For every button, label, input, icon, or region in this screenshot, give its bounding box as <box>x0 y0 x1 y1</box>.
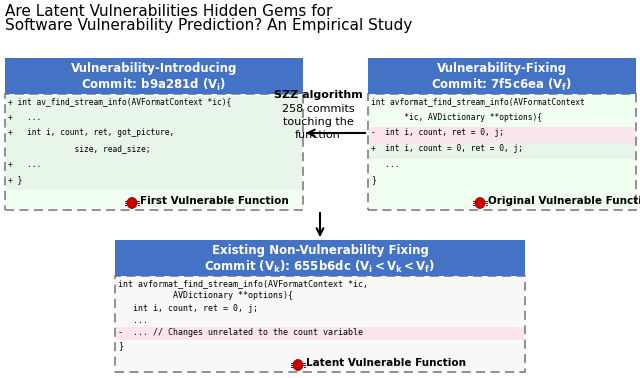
Text: Commit: 7f5c6ea ($\mathbf{V_f}$): Commit: 7f5c6ea ($\mathbf{V_f}$) <box>431 77 573 93</box>
Text: int avformat_find_stream_info(AVFormatContext: int avformat_find_stream_info(AVFormatCo… <box>371 97 585 106</box>
Text: ...: ... <box>118 316 148 325</box>
Text: }: } <box>371 175 376 184</box>
Text: *ic, AVDictionary **options){: *ic, AVDictionary **options){ <box>371 113 542 122</box>
Ellipse shape <box>127 197 137 209</box>
Bar <box>116 327 524 340</box>
Text: +   int i, count, ret, got_picture,: + int i, count, ret, got_picture, <box>8 129 174 137</box>
Text: Commit ($\mathbf{V_k}$): 655b6dc ($\mathbf{V_i < V_k < V_f}$): Commit ($\mathbf{V_k}$): 655b6dc ($\math… <box>204 259 436 275</box>
Text: }: } <box>118 341 123 350</box>
Text: 258 commits: 258 commits <box>282 104 355 114</box>
Text: Existing Non-Vulnerability Fixing: Existing Non-Vulnerability Fixing <box>212 244 428 257</box>
Bar <box>6 174 302 190</box>
Bar <box>369 143 635 159</box>
Text: -  ... // Changes unrelated to the count variable: - ... // Changes unrelated to the count … <box>118 328 363 337</box>
Bar <box>5 58 303 94</box>
Text: AVDictionary **options){: AVDictionary **options){ <box>118 291 293 301</box>
Text: Vulnerability-Fixing: Vulnerability-Fixing <box>437 62 567 75</box>
Text: Vulnerability-Introducing: Vulnerability-Introducing <box>71 62 237 75</box>
Text: + int av_find_stream_info(AVFormatContext *ic){: + int av_find_stream_info(AVFormatContex… <box>8 97 231 106</box>
Text: ...: ... <box>371 160 399 169</box>
Text: + }: + } <box>8 175 22 184</box>
Text: int avformat_find_stream_info(AVFormatContext *ic,: int avformat_find_stream_info(AVFormatCo… <box>118 279 368 288</box>
Text: -  int i, count, ret = 0, j;: - int i, count, ret = 0, j; <box>371 129 504 137</box>
Bar <box>115 240 525 276</box>
Bar <box>6 112 302 127</box>
Bar <box>6 127 302 143</box>
Text: Latent Vulnerable Function: Latent Vulnerable Function <box>306 358 466 368</box>
Text: Commit: b9a281d ($\mathbf{V_i}$): Commit: b9a281d ($\mathbf{V_i}$) <box>81 77 227 93</box>
Text: size, read_size;: size, read_size; <box>8 144 150 153</box>
Bar <box>6 159 302 174</box>
Bar <box>5 94 303 210</box>
Bar <box>368 94 636 210</box>
Text: Software Vulnerability Prediction? An Empirical Study: Software Vulnerability Prediction? An Em… <box>5 18 412 33</box>
Bar <box>6 143 302 159</box>
Text: touching the: touching the <box>283 117 353 127</box>
Text: +  int i, count = 0, ret = 0, j;: + int i, count = 0, ret = 0, j; <box>371 144 523 153</box>
Bar <box>368 58 636 94</box>
Text: int i, count, ret = 0, j;: int i, count, ret = 0, j; <box>118 304 258 313</box>
Ellipse shape <box>475 197 485 209</box>
Bar <box>115 276 525 372</box>
Text: Are Latent Vulnerabilities Hidden Gems for: Are Latent Vulnerabilities Hidden Gems f… <box>5 4 332 19</box>
Text: Original Vulnerable Function: Original Vulnerable Function <box>488 196 640 206</box>
Text: SZZ algorithm: SZZ algorithm <box>274 90 362 100</box>
Ellipse shape <box>293 359 303 370</box>
Bar <box>369 127 635 143</box>
Text: First Vulnerable Function: First Vulnerable Function <box>140 196 289 206</box>
Bar <box>6 96 302 112</box>
Text: function: function <box>295 130 341 140</box>
Text: +   ...: + ... <box>8 113 41 122</box>
Text: +   ...: + ... <box>8 160 41 169</box>
